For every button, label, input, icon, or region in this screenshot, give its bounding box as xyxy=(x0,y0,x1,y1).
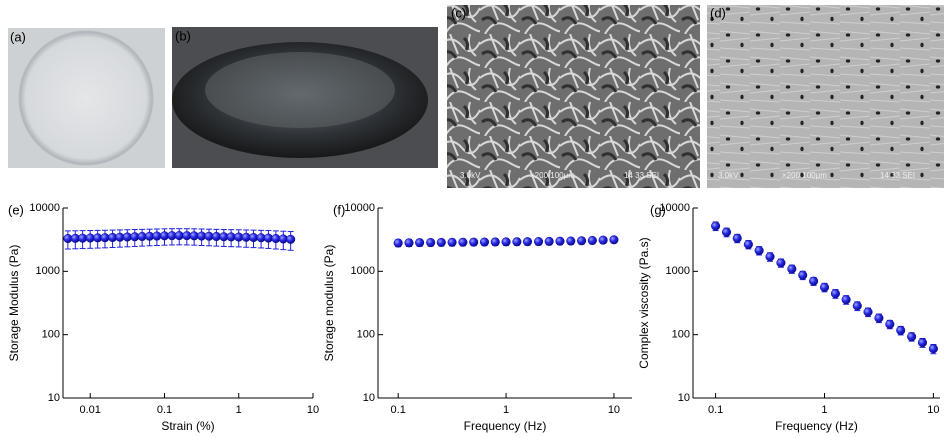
y-axis-label: Storage modulus (Pa) xyxy=(322,245,336,362)
data-point xyxy=(831,289,840,298)
data-point xyxy=(588,236,597,245)
data-point xyxy=(405,239,414,248)
x-axis-label: Frequency (Hz) xyxy=(775,419,858,433)
data-point xyxy=(918,338,927,347)
data-point xyxy=(513,237,522,246)
data-point xyxy=(523,237,532,246)
data-point xyxy=(577,236,586,245)
data-point xyxy=(480,238,489,247)
data-point xyxy=(286,235,295,244)
panel-label: (e) xyxy=(8,202,24,217)
data-point xyxy=(415,238,424,247)
data-point xyxy=(755,246,764,255)
page: {"panel_labels": ["(a)", "(b)", "(c)", "… xyxy=(0,0,944,438)
data-point xyxy=(437,238,446,247)
data-point xyxy=(864,308,873,317)
data-point xyxy=(853,302,862,311)
y-tick-label: 10 xyxy=(678,392,690,404)
x-axis-label: Strain (%) xyxy=(161,419,214,433)
y-tick-label: 10000 xyxy=(29,202,60,214)
data-point xyxy=(566,237,575,246)
y-tick-label: 10 xyxy=(363,392,375,404)
data-point xyxy=(556,237,565,246)
data-point xyxy=(249,233,258,242)
x-tick-label: 1 xyxy=(503,404,509,416)
data-point xyxy=(766,252,775,261)
data-point xyxy=(842,295,851,304)
data-point xyxy=(502,238,511,247)
x-tick-label: 10 xyxy=(927,404,939,416)
data-point xyxy=(875,314,884,323)
data-point xyxy=(394,239,403,248)
y-tick-label: 100 xyxy=(672,329,690,341)
sem-label: 14 33 SEI xyxy=(624,171,659,180)
photo-d xyxy=(707,5,944,188)
photo-c xyxy=(447,5,700,188)
data-point xyxy=(809,277,818,286)
data-point xyxy=(777,259,786,268)
data-point xyxy=(929,344,938,353)
data-point xyxy=(788,265,797,274)
x-tick-label: 0.01 xyxy=(80,404,101,416)
data-point xyxy=(711,222,720,231)
x-tick-label: 0.1 xyxy=(391,404,406,416)
data-point xyxy=(907,332,916,341)
y-tick-label: 10000 xyxy=(344,202,375,214)
data-point xyxy=(78,234,87,243)
figure: (a) (b) (c) (d) 3.0kV ×200 100μm 14 33 S… xyxy=(0,0,944,438)
data-point xyxy=(545,237,554,246)
data-point xyxy=(599,236,608,245)
y-tick-label: 10 xyxy=(48,392,60,404)
y-tick-label: 100 xyxy=(42,329,60,341)
data-point xyxy=(886,320,895,329)
y-axis-label: Complex viscosity (Pa.s) xyxy=(637,237,651,368)
data-point xyxy=(896,326,905,335)
data-point xyxy=(153,232,162,241)
data-point xyxy=(744,240,753,249)
data-point xyxy=(491,238,500,247)
data-point xyxy=(469,238,478,247)
panel-label: (d) xyxy=(710,5,726,20)
sem-label: ×200 100μm xyxy=(530,171,575,180)
data-point xyxy=(227,233,236,242)
x-axis-label: Frequency (Hz) xyxy=(464,419,547,433)
panel-label: (b) xyxy=(175,28,191,43)
data-point xyxy=(459,238,468,247)
data-point xyxy=(448,238,457,247)
data-point xyxy=(798,271,807,280)
data-point xyxy=(610,235,619,244)
y-axis-label: Storage Modulus (Pa) xyxy=(7,245,21,362)
y-tick-label: 100 xyxy=(357,329,375,341)
sem-label: 3.0kV xyxy=(460,171,481,180)
data-point xyxy=(722,228,731,237)
y-tick-label: 1000 xyxy=(36,265,60,277)
x-tick-label: 1 xyxy=(821,404,827,416)
photo-b xyxy=(172,27,438,168)
data-point xyxy=(175,231,184,240)
data-point xyxy=(820,283,829,292)
panel-label: (g) xyxy=(650,202,666,217)
panel-label: (a) xyxy=(10,29,26,44)
panel-label: (c) xyxy=(451,5,466,20)
photo-a xyxy=(8,28,165,168)
x-tick-label: 0.1 xyxy=(157,404,172,416)
sem-label: 3.0kV xyxy=(718,171,739,180)
data-point xyxy=(101,233,110,242)
sem-label: 14 33 SEI xyxy=(880,171,915,180)
x-tick-label: 10 xyxy=(307,404,319,416)
y-tick-label: 1000 xyxy=(351,265,375,277)
x-tick-label: 0.1 xyxy=(708,404,723,416)
y-tick-label: 1000 xyxy=(666,265,690,277)
x-tick-label: 1 xyxy=(236,404,242,416)
data-point xyxy=(534,237,543,246)
data-point xyxy=(426,238,435,247)
sem-label: ×200 100μm xyxy=(782,171,827,180)
panel-label: (f) xyxy=(333,202,345,217)
data-point xyxy=(733,234,742,243)
x-tick-label: 10 xyxy=(608,404,620,416)
